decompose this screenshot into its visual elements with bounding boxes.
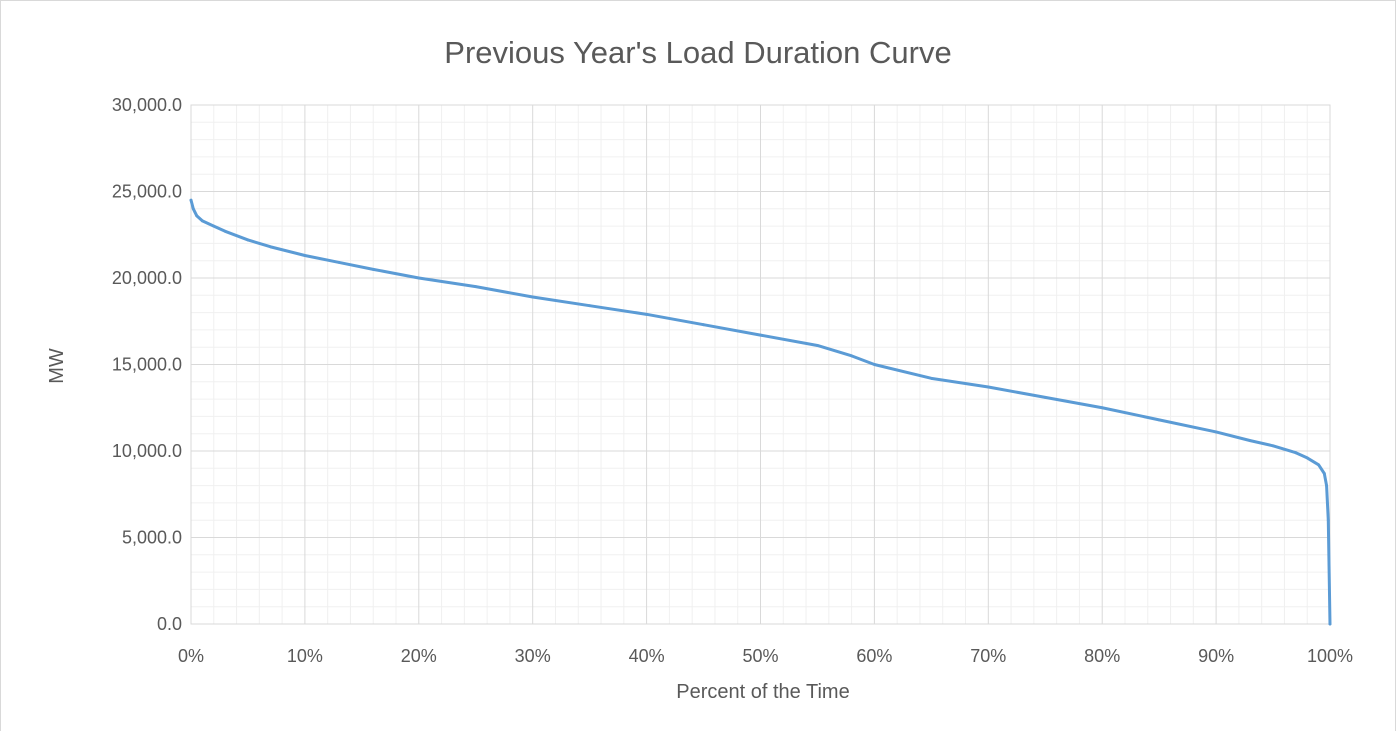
y-tick-label: 20,000.0	[112, 268, 182, 288]
data-point	[474, 285, 478, 289]
data-point	[702, 323, 705, 327]
data-point	[303, 254, 307, 257]
data-point	[1043, 395, 1047, 399]
y-tick-label: 5,000.0	[122, 528, 182, 548]
data-point	[1322, 472, 1326, 475]
data-point	[588, 304, 592, 308]
data-point	[371, 267, 375, 271]
major-gridlines	[190, 104, 1331, 625]
y-axis-tick-labels: 0.0 5,000.0 10,000.0 15,000.0 20,000.0 25,000…	[112, 95, 182, 634]
data-point	[986, 385, 990, 389]
series-layer	[189, 198, 1332, 626]
y-axis-title: MW	[46, 348, 68, 384]
x-tick-label: 40%	[629, 646, 665, 666]
data-point	[246, 238, 250, 242]
data-point	[191, 207, 195, 211]
data-point	[531, 295, 535, 299]
data-point	[816, 344, 819, 347]
data-point	[1214, 430, 1218, 434]
chart-title: Previous Year's Load Duration Curve	[444, 35, 951, 70]
x-tick-label: 70%	[970, 646, 1006, 666]
data-point	[1294, 451, 1298, 455]
data-point	[1325, 484, 1328, 487]
y-tick-label: 30,000.0	[112, 95, 182, 115]
data-point	[1317, 463, 1321, 467]
data-point	[1157, 418, 1161, 422]
data-point	[189, 198, 193, 202]
x-axis-title: Percent of the Time	[676, 681, 849, 703]
data-point	[417, 276, 421, 280]
x-tick-label: 50%	[742, 646, 778, 666]
data-point	[195, 214, 199, 218]
plot-area-border	[190, 104, 1331, 625]
x-axis-tick-labels: 0% 10% 20% 30% 40% 50% 60% 70% 80% 90% 100%	[178, 646, 1353, 666]
data-point	[200, 219, 204, 223]
data-point	[269, 245, 273, 249]
x-tick-label: 0%	[178, 646, 204, 666]
data-point	[1328, 622, 1332, 626]
data-point	[212, 224, 216, 228]
data-point	[1305, 456, 1309, 460]
data-point	[929, 376, 933, 380]
data-point	[759, 333, 762, 337]
y-tick-label: 15,000.0	[112, 355, 182, 375]
data-point	[337, 261, 341, 264]
x-tick-label: 60%	[856, 646, 892, 666]
data-point	[1271, 444, 1275, 448]
data-point	[873, 363, 876, 366]
y-tick-label: 0.0	[157, 614, 182, 634]
data-point	[1100, 406, 1104, 410]
data-point	[1326, 518, 1330, 522]
x-tick-label: 100%	[1307, 646, 1353, 666]
y-tick-label: 10,000.0	[112, 441, 182, 461]
data-point	[1248, 439, 1252, 443]
x-tick-label: 30%	[515, 646, 551, 666]
data-point	[850, 354, 854, 358]
y-tick-label: 25,000.0	[112, 182, 182, 202]
data-point	[223, 229, 227, 233]
x-tick-label: 10%	[287, 646, 323, 666]
x-tick-label: 20%	[401, 646, 437, 666]
data-point	[645, 312, 648, 316]
series-line	[189, 198, 1332, 626]
x-tick-label: 80%	[1084, 646, 1120, 666]
x-tick-label: 90%	[1198, 646, 1234, 666]
plot-area-rect	[190, 104, 1331, 625]
